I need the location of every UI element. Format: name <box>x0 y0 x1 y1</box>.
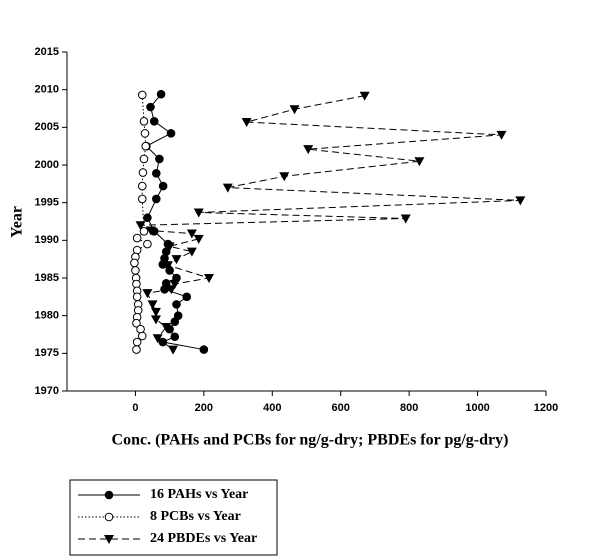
marker <box>158 181 168 191</box>
marker <box>143 213 152 223</box>
marker <box>104 512 114 522</box>
x-tick-label: 1200 <box>534 402 558 414</box>
marker <box>151 194 161 204</box>
marker <box>104 535 114 544</box>
marker <box>170 317 180 326</box>
marker <box>169 280 180 290</box>
x-tick-label: 400 <box>263 402 281 414</box>
marker <box>193 208 204 218</box>
marker <box>152 334 163 344</box>
marker <box>145 226 156 236</box>
marker <box>132 345 141 354</box>
marker <box>131 266 140 275</box>
marker <box>162 261 173 271</box>
marker <box>199 345 209 354</box>
marker <box>137 181 147 191</box>
y-tick-label: 1975 <box>35 347 59 359</box>
legend-label: 8 PCBs vs Year <box>150 509 241 524</box>
marker <box>132 337 142 347</box>
x-tick-label: 600 <box>332 402 350 414</box>
marker <box>156 89 166 99</box>
marker <box>138 168 148 177</box>
y-tick-label: 1970 <box>35 385 59 397</box>
marker <box>140 129 150 138</box>
legend-label: 16 PAHs vs Year <box>150 487 248 502</box>
marker <box>132 233 142 243</box>
marker <box>155 154 164 164</box>
series-line <box>140 95 521 350</box>
x-axis-label: Conc. (PAHs and PCBs for ng/g-dry; PBDEs… <box>112 432 509 449</box>
marker <box>150 315 161 325</box>
y-tick-label: 2010 <box>35 84 59 96</box>
marker <box>203 274 214 283</box>
marker <box>132 318 141 328</box>
marker <box>158 337 168 347</box>
marker <box>166 285 177 295</box>
marker <box>139 154 149 164</box>
marker <box>279 172 290 182</box>
x-tick-label: 1000 <box>465 402 489 414</box>
marker <box>400 214 411 224</box>
marker <box>170 332 180 342</box>
marker <box>193 234 204 244</box>
marker <box>130 258 139 268</box>
marker <box>142 289 153 299</box>
y-tick-label: 2005 <box>35 121 59 133</box>
x-tick-label: 800 <box>400 402 418 414</box>
legend-box <box>69 479 278 556</box>
marker <box>289 105 300 115</box>
y-tick-label: 1995 <box>35 197 59 209</box>
marker <box>161 322 172 332</box>
marker <box>303 145 314 155</box>
marker <box>166 129 176 138</box>
marker <box>172 300 181 309</box>
marker <box>171 255 182 265</box>
y-tick-label: 2000 <box>35 159 59 171</box>
marker <box>141 141 150 151</box>
marker <box>241 118 252 128</box>
x-tick-label: 0 <box>132 402 138 414</box>
marker <box>147 300 158 310</box>
marker <box>146 102 155 112</box>
marker <box>135 221 146 231</box>
marker <box>104 490 114 500</box>
y-tick-label: 2015 <box>35 46 59 58</box>
legend-label: 24 PBDEs vs Year <box>150 531 257 546</box>
marker <box>149 117 159 126</box>
marker <box>359 91 370 101</box>
marker <box>515 196 526 206</box>
marker <box>139 117 149 126</box>
x-tick-label: 200 <box>195 402 213 414</box>
marker <box>182 292 192 302</box>
y-tick-label: 1980 <box>35 310 59 322</box>
marker <box>139 226 149 236</box>
marker <box>186 229 197 239</box>
marker <box>137 194 147 204</box>
y-tick-label: 1990 <box>35 234 59 246</box>
marker <box>186 247 197 257</box>
marker <box>150 307 161 317</box>
marker <box>137 90 147 100</box>
marker <box>164 242 175 252</box>
marker <box>168 345 179 355</box>
marker <box>132 292 142 302</box>
marker <box>414 157 425 167</box>
marker <box>137 331 147 341</box>
marker <box>151 168 161 178</box>
marker <box>496 130 507 140</box>
marker <box>143 239 152 249</box>
y-axis-label: Year <box>9 206 26 238</box>
marker <box>222 183 233 193</box>
y-tick-label: 1985 <box>35 272 59 284</box>
